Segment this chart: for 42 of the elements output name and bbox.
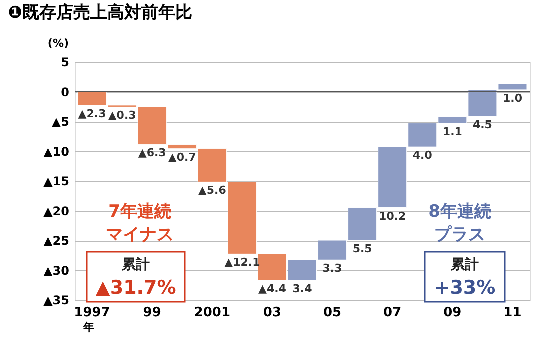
x-axis-title: 年 [82, 321, 94, 334]
y-tick-label: ▲15 [44, 174, 70, 188]
data-label: 3.3 [322, 262, 342, 276]
data-label: 1.0 [502, 92, 523, 105]
data-label: ▲0.3 [108, 109, 136, 122]
x-tick-label: 05 [323, 306, 342, 320]
x-tick-label: 1997 [74, 306, 110, 320]
y-tick-label: 0 [61, 85, 70, 100]
annotation: ▲31.7% [96, 277, 176, 299]
annotation: 累計 [450, 257, 479, 273]
y-tick-label: ▲5 [52, 115, 70, 129]
x-tick-label: 99 [143, 306, 162, 320]
y-tick-label: ▲35 [44, 294, 70, 308]
y-tick-label: ▲25 [44, 234, 70, 248]
annotation: 8年連続 [428, 202, 492, 222]
chart-title: ❶既存店売上高対前年比 [8, 3, 192, 23]
data-label: 4.0 [412, 149, 433, 162]
data-label: ▲5.6 [198, 184, 227, 198]
data-label: 10.2 [379, 210, 406, 223]
annotation: 7年連続 [108, 202, 172, 222]
y-axis-title: (%) [48, 37, 69, 50]
x-tick-label: 2001 [194, 306, 230, 320]
y-tick-label: ▲30 [44, 264, 70, 278]
data-label: ▲0.7 [168, 150, 196, 164]
data-label: ▲6.3 [138, 146, 166, 160]
data-label: ▲4.4 [258, 282, 287, 296]
data-label: 1.1 [442, 125, 462, 138]
data-label: 3.4 [292, 282, 313, 296]
data-label: ▲2.3 [78, 107, 106, 120]
y-tick-label: ▲10 [44, 144, 70, 159]
annotation: プラス [434, 225, 486, 245]
x-tick-label: 03 [263, 306, 282, 320]
data-label: 4.5 [472, 118, 492, 132]
annotation: マイナス [106, 225, 174, 245]
x-tick-label: 07 [384, 306, 402, 320]
data-label: 5.5 [352, 242, 372, 256]
x-tick-label: 09 [444, 306, 462, 320]
y-tick-label: ▲20 [44, 204, 70, 218]
annotation: +33% [434, 277, 496, 299]
annotation: 累計 [121, 257, 150, 273]
x-tick-label: 11 [504, 306, 522, 320]
y-tick-label: 5 [61, 56, 70, 70]
